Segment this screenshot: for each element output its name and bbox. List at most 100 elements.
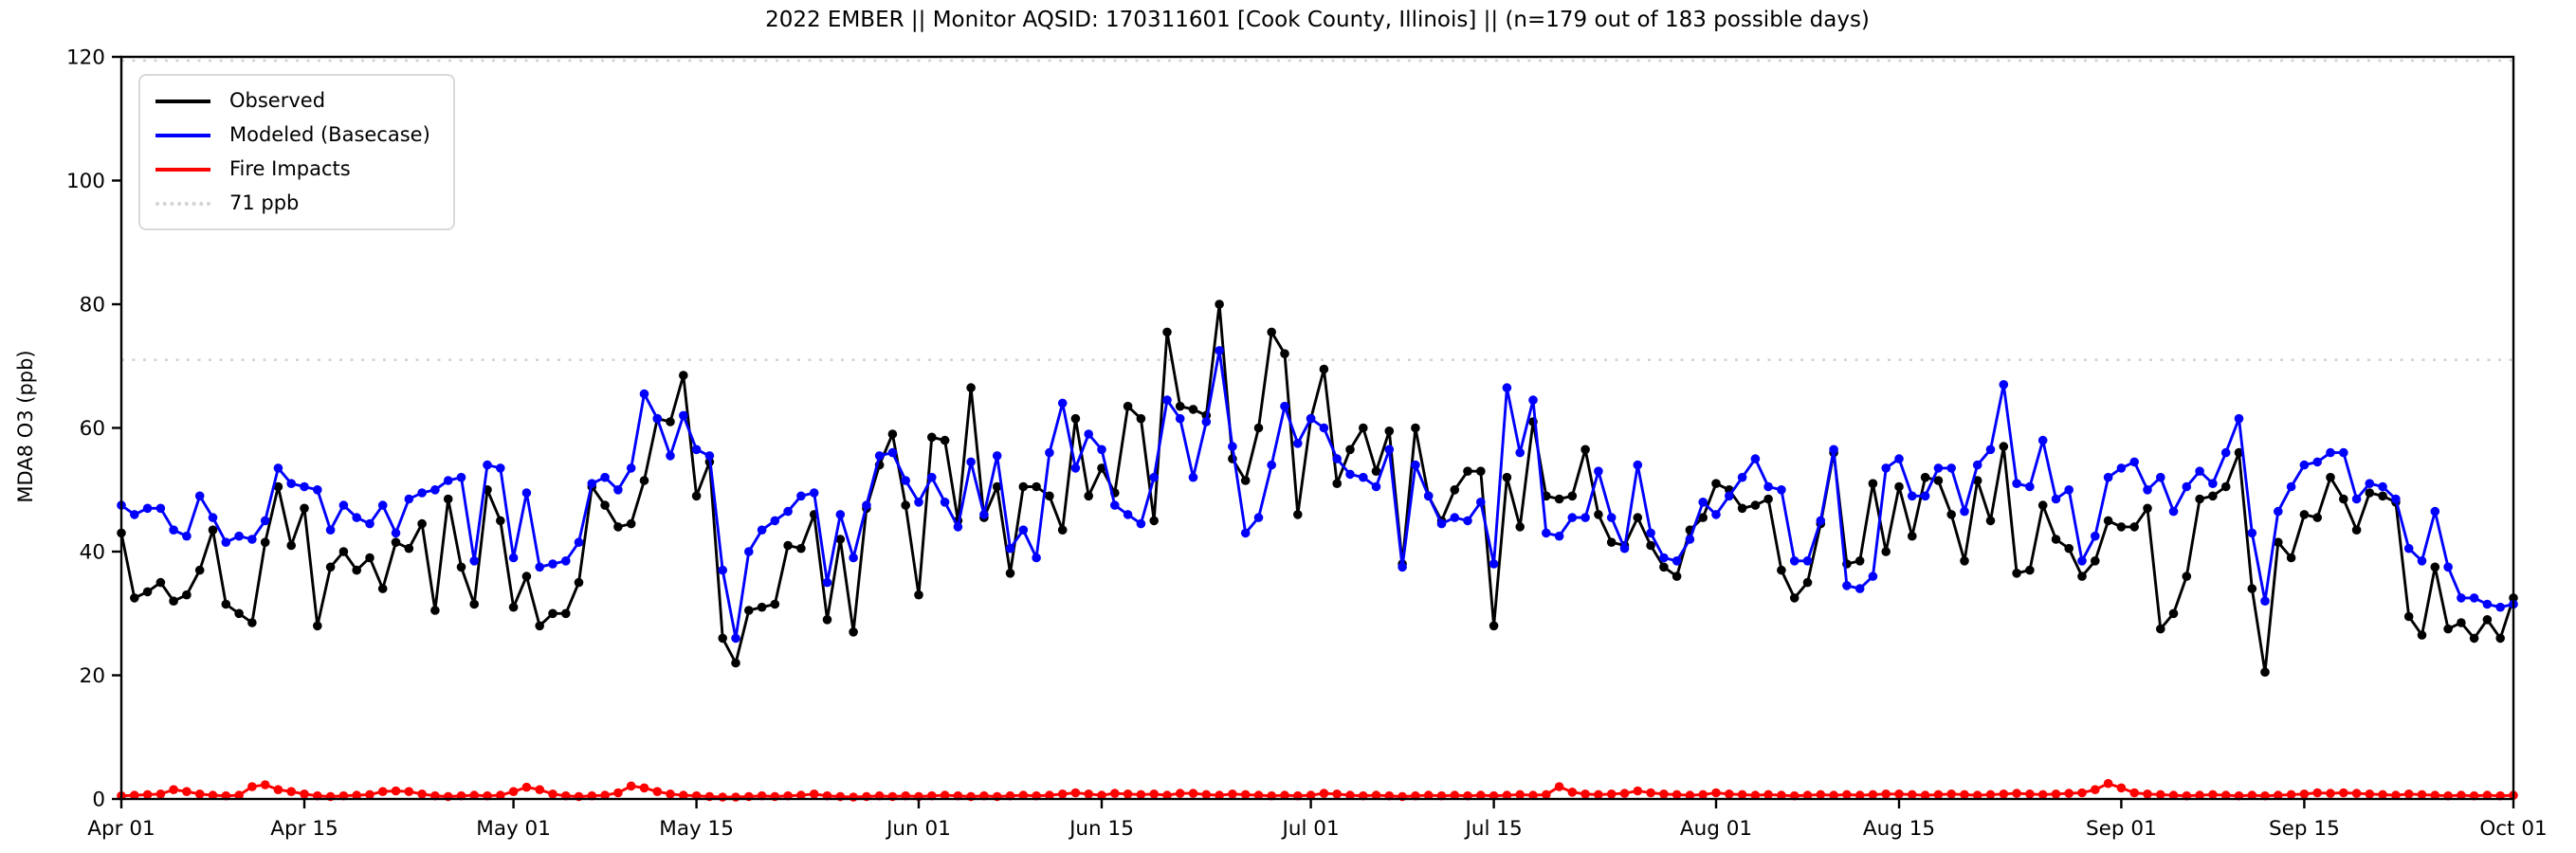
series-modeled-basecase-marker — [783, 506, 793, 517]
series-modeled-basecase-marker — [1711, 510, 1721, 519]
series-modeled-basecase-marker — [2403, 543, 2414, 554]
series-modeled-basecase-marker — [2220, 447, 2231, 458]
series-observed-marker — [2378, 491, 2387, 501]
series-modeled-basecase-marker — [2430, 506, 2440, 517]
series-observed-marker — [273, 481, 283, 492]
series-modeled-basecase-marker — [1972, 460, 1982, 470]
modeled-line-swatch-icon — [155, 133, 210, 137]
legend-item-modeled: Modeled (Basecase) — [155, 123, 430, 147]
legend-item-observed: Observed — [155, 89, 430, 113]
series-modeled-basecase-marker — [1476, 498, 1486, 507]
series-fire-impacts-marker — [2378, 789, 2387, 800]
series-observed-marker — [417, 518, 427, 529]
series-fire-impacts-marker — [2312, 788, 2322, 798]
axes-frame — [119, 55, 2515, 801]
series-fire-impacts-marker — [377, 787, 388, 796]
series-modeled-basecase-marker — [1594, 466, 1603, 477]
series-observed-marker — [744, 606, 754, 615]
series-modeled-basecase-marker — [1554, 531, 1564, 541]
series-modeled-basecase-marker — [508, 553, 519, 563]
series-modeled-basecase-marker — [1515, 447, 1525, 458]
series-observed-marker — [2103, 516, 2113, 526]
series-modeled-basecase-marker — [2156, 472, 2165, 482]
series-fire-impacts-marker — [2417, 789, 2427, 800]
series-modeled-basecase-marker — [1789, 556, 1800, 566]
series-observed-marker — [1802, 577, 1813, 588]
series-modeled-basecase-marker — [2260, 596, 2270, 606]
series-fire-impacts-marker — [1999, 789, 2009, 799]
series-fire-impacts-marker — [2156, 789, 2165, 800]
series-modeled-basecase-marker — [1960, 506, 1969, 517]
series-modeled-basecase-marker — [1672, 556, 1682, 566]
series-fire-impacts-marker — [639, 783, 649, 793]
legend-item-fire-impacts: Fire Impacts — [155, 157, 430, 181]
series-modeled-basecase-marker — [417, 488, 427, 498]
series-fire-impacts-marker — [496, 790, 505, 800]
legend-item-label: Fire Impacts — [229, 157, 351, 180]
series-modeled-basecase-marker — [901, 476, 910, 485]
series-observed-marker — [377, 584, 388, 593]
series-fire-impacts-marker — [1777, 790, 1786, 800]
series-modeled-basecase-marker — [430, 485, 440, 495]
series-fire-impacts-marker — [234, 790, 244, 800]
series-modeled-basecase-marker — [979, 510, 989, 519]
series-modeled-basecase-marker — [1149, 472, 1159, 482]
series-fire-impacts-marker — [940, 790, 950, 800]
series-observed-marker — [783, 540, 793, 551]
series-fire-impacts-marker — [1228, 789, 1237, 799]
series-modeled-basecase-marker — [1985, 445, 1996, 455]
series-fire-impacts-marker — [2025, 789, 2035, 799]
series-modeled-basecase-marker — [835, 510, 846, 519]
series-fire-impacts-marker — [1240, 789, 1251, 800]
series-fire-impacts-marker — [1763, 789, 1773, 800]
series-fire-impacts-marker — [1371, 790, 1381, 800]
series-modeled-basecase — [117, 346, 2518, 644]
series-fire-impacts-marker — [1946, 789, 1956, 799]
series-modeled-basecase-marker — [2077, 556, 2087, 566]
series-fire-impacts-line — [119, 782, 2515, 799]
series-modeled-basecase-marker — [2378, 481, 2387, 492]
series-fire-impacts-marker — [1110, 789, 1120, 798]
series-fire-impacts-marker — [2012, 789, 2021, 798]
series-observed-marker — [1215, 299, 1224, 309]
series-fire-impacts-marker — [1070, 788, 1081, 798]
series-fire-impacts-marker — [2351, 789, 2362, 798]
series-observed-marker — [1018, 481, 1029, 492]
series-observed-marker — [1515, 522, 1525, 532]
series-observed-marker — [1789, 593, 1800, 603]
series-observed-marker — [1972, 476, 1982, 485]
x-tick-label: Jun 01 — [885, 817, 951, 841]
series-fire-impacts-marker — [1554, 782, 1564, 791]
series-modeled-basecase-marker — [1045, 447, 1054, 458]
series-modeled-basecase-marker — [1946, 463, 1956, 473]
series-observed-marker — [1633, 513, 1643, 522]
series-modeled-basecase-marker — [1920, 491, 1930, 501]
series-observed-marker — [2012, 569, 2021, 578]
series-modeled-basecase-marker — [1881, 463, 1891, 473]
x-tick-label: Oct 01 — [2479, 817, 2547, 841]
series-modeled-basecase-marker — [1319, 423, 1329, 433]
series-modeled-basecase-marker — [809, 488, 819, 498]
series-fire-impacts-marker — [1580, 789, 1590, 799]
series-observed-marker — [496, 516, 505, 526]
series-fire-impacts-marker — [849, 792, 858, 802]
series-modeled-basecase-marker — [521, 488, 532, 498]
series-observed-marker — [914, 590, 923, 600]
series-observed-marker — [1594, 510, 1603, 519]
series-observed-marker — [1985, 516, 1996, 526]
series-fire-impacts-marker — [1162, 790, 1172, 800]
series-modeled-basecase-marker — [2025, 481, 2035, 492]
series-modeled-basecase-marker — [626, 463, 636, 473]
series-modeled-basecase-marker — [2037, 435, 2048, 445]
observed-line-swatch-icon — [155, 99, 210, 103]
x-tick-label: Jun 15 — [1068, 817, 1134, 841]
series-modeled-basecase-marker — [208, 513, 218, 522]
series-fire-impacts-marker — [1633, 786, 1643, 796]
series-fire-impacts-marker — [1175, 789, 1185, 798]
series-fire-impacts-marker — [1280, 790, 1289, 800]
series-modeled-basecase-marker — [1005, 543, 1015, 554]
series-modeled-basecase-marker — [822, 577, 832, 588]
series-modeled-basecase-marker — [874, 451, 885, 461]
series-fire-impacts-marker — [365, 789, 375, 800]
series-fire-impacts-marker — [1750, 790, 1761, 800]
